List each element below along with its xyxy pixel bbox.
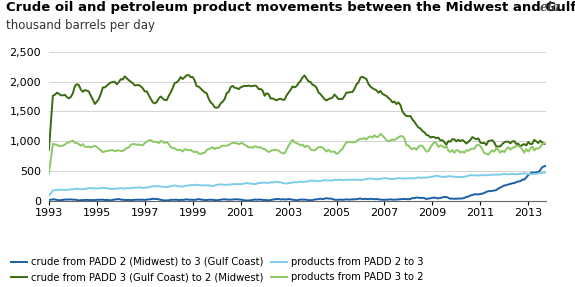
- crude from PADD 3 (Gulf Coast) to 2 (Midwest): [185, 73, 192, 77]
- Line: crude from PADD 2 (Midwest) to 3 (Gulf Coast): crude from PADD 2 (Midwest) to 3 (Gulf C…: [49, 166, 550, 201]
- Legend: crude from PADD 2 (Midwest) to 3 (Gulf Coast), crude from PADD 3 (Gulf Coast) to: crude from PADD 2 (Midwest) to 3 (Gulf C…: [11, 257, 424, 282]
- products from PADD 2 to 3: [443, 175, 450, 179]
- products from PADD 2 to 3: [541, 170, 548, 174]
- products from PADD 2 to 3: [547, 178, 554, 182]
- products from PADD 2 to 3: [365, 177, 372, 181]
- crude from PADD 3 (Gulf Coast) to 2 (Midwest): [547, 158, 554, 162]
- crude from PADD 2 (Midwest) to 3 (Gulf Coast): [367, 197, 374, 201]
- products from PADD 3 to 2: [196, 152, 202, 155]
- products from PADD 2 to 3: [196, 183, 202, 187]
- products from PADD 3 to 2: [399, 134, 406, 138]
- products from PADD 2 to 3: [535, 172, 542, 175]
- Line: products from PADD 2 to 3: products from PADD 2 to 3: [49, 172, 550, 195]
- Line: products from PADD 3 to 2: products from PADD 3 to 2: [49, 134, 550, 173]
- crude from PADD 3 (Gulf Coast) to 2 (Midwest): [399, 110, 406, 113]
- crude from PADD 2 (Midwest) to 3 (Gulf Coast): [445, 196, 452, 200]
- crude from PADD 2 (Midwest) to 3 (Gulf Coast): [537, 168, 544, 172]
- crude from PADD 3 (Gulf Coast) to 2 (Midwest): [45, 148, 52, 152]
- products from PADD 3 to 2: [377, 132, 384, 135]
- crude from PADD 2 (Midwest) to 3 (Gulf Coast): [547, 173, 554, 177]
- products from PADD 3 to 2: [445, 149, 452, 152]
- crude from PADD 2 (Midwest) to 3 (Gulf Coast): [55, 199, 62, 202]
- crude from PADD 3 (Gulf Coast) to 2 (Midwest): [367, 85, 374, 88]
- crude from PADD 3 (Gulf Coast) to 2 (Midwest): [537, 139, 544, 142]
- products from PADD 2 to 3: [45, 194, 52, 197]
- products from PADD 3 to 2: [547, 156, 554, 160]
- crude from PADD 2 (Midwest) to 3 (Gulf Coast): [45, 198, 52, 202]
- Text: thousand barrels per day: thousand barrels per day: [6, 19, 155, 32]
- products from PADD 2 to 3: [55, 188, 62, 191]
- crude from PADD 2 (Midwest) to 3 (Gulf Coast): [243, 199, 250, 202]
- crude from PADD 2 (Midwest) to 3 (Gulf Coast): [399, 197, 406, 201]
- crude from PADD 3 (Gulf Coast) to 2 (Midwest): [197, 87, 204, 90]
- products from PADD 2 to 3: [397, 177, 404, 180]
- products from PADD 3 to 2: [45, 172, 52, 175]
- crude from PADD 2 (Midwest) to 3 (Gulf Coast): [543, 164, 550, 167]
- Text: Crude oil and petroleum product movements between the Midwest and Gulf Coast: Crude oil and petroleum product movement…: [6, 1, 575, 14]
- products from PADD 3 to 2: [365, 135, 372, 139]
- products from PADD 3 to 2: [537, 146, 544, 149]
- crude from PADD 3 (Gulf Coast) to 2 (Midwest): [445, 139, 452, 143]
- crude from PADD 2 (Midwest) to 3 (Gulf Coast): [196, 197, 202, 201]
- crude from PADD 3 (Gulf Coast) to 2 (Midwest): [55, 92, 62, 96]
- products from PADD 3 to 2: [55, 144, 62, 148]
- Line: crude from PADD 3 (Gulf Coast) to 2 (Midwest): crude from PADD 3 (Gulf Coast) to 2 (Mid…: [49, 75, 550, 160]
- Text: eia: eia: [540, 1, 561, 14]
